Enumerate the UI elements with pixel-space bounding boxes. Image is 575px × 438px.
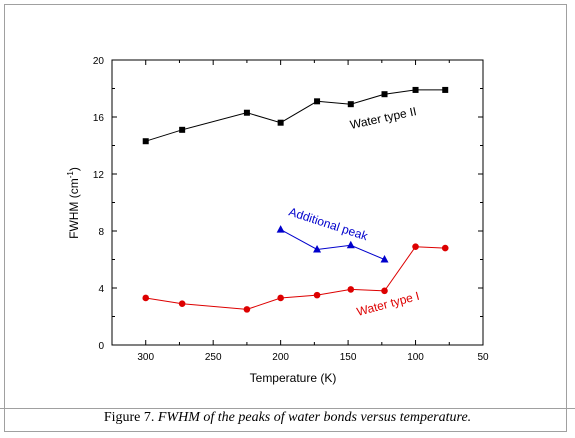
x-tick-label: 300 bbox=[137, 352, 154, 363]
y-tick-label: 4 bbox=[98, 284, 104, 295]
data-point bbox=[347, 101, 354, 108]
axis-ticks: 300 250 200 150 100 50 0 4 8 12 16 20 bbox=[93, 56, 489, 363]
data-point bbox=[442, 86, 449, 93]
y-axis-label: FWHM (cm-1) bbox=[66, 167, 81, 239]
data-point bbox=[381, 287, 388, 295]
data-point bbox=[276, 225, 285, 233]
series-label-water-type-ii: Water type II bbox=[349, 104, 418, 132]
caption-text: FWHM of the peaks of water bonds versus … bbox=[157, 410, 472, 425]
data-point bbox=[277, 119, 284, 126]
figure-frame bbox=[4, 4, 567, 432]
data-point bbox=[178, 300, 186, 307]
data-point bbox=[313, 291, 321, 299]
y-axis-label-main: FWHM (cm bbox=[67, 178, 81, 239]
series-label-water-type-i: Water type I bbox=[355, 289, 421, 319]
x-tick-label: 200 bbox=[272, 352, 289, 363]
data-point bbox=[380, 255, 389, 263]
y-tick-label: 20 bbox=[93, 56, 105, 67]
data-point bbox=[314, 98, 321, 105]
data-point bbox=[346, 240, 355, 249]
y-tick-label: 16 bbox=[93, 113, 105, 124]
y-tick-label: 12 bbox=[93, 170, 105, 181]
data-point bbox=[412, 243, 419, 250]
series-markers bbox=[142, 86, 449, 313]
data-point bbox=[142, 294, 150, 302]
x-tick-label: 250 bbox=[205, 352, 222, 363]
x-axis-label: Temperature (K) bbox=[250, 371, 337, 385]
data-point bbox=[313, 245, 322, 253]
data-point bbox=[441, 244, 449, 252]
data-point bbox=[381, 91, 388, 98]
data-point bbox=[277, 294, 284, 302]
series-lines bbox=[145, 89, 446, 310]
data-point bbox=[412, 86, 419, 93]
plot-area bbox=[111, 59, 484, 346]
series-line-1 bbox=[280, 229, 385, 260]
y-tick-label: 8 bbox=[98, 227, 104, 238]
series-label-additional-peak: Additional peak bbox=[287, 205, 370, 244]
caption-separator bbox=[0, 408, 575, 409]
data-point bbox=[243, 109, 250, 116]
figure-caption: Figure 7. FWHM of the peaks of water bon… bbox=[0, 409, 575, 426]
y-axis-label-sup: -1 bbox=[66, 171, 75, 179]
data-point bbox=[347, 286, 355, 293]
y-axis-label-end: ) bbox=[67, 167, 81, 171]
x-tick-label: 100 bbox=[407, 352, 424, 363]
x-tick-label: 50 bbox=[477, 352, 489, 363]
caption-prefix: Figure 7. bbox=[103, 410, 155, 425]
data-point bbox=[179, 126, 186, 133]
data-point bbox=[243, 306, 251, 313]
data-point bbox=[142, 138, 149, 145]
x-tick-label: 150 bbox=[340, 352, 357, 363]
y-tick-label: 0 bbox=[98, 341, 104, 352]
